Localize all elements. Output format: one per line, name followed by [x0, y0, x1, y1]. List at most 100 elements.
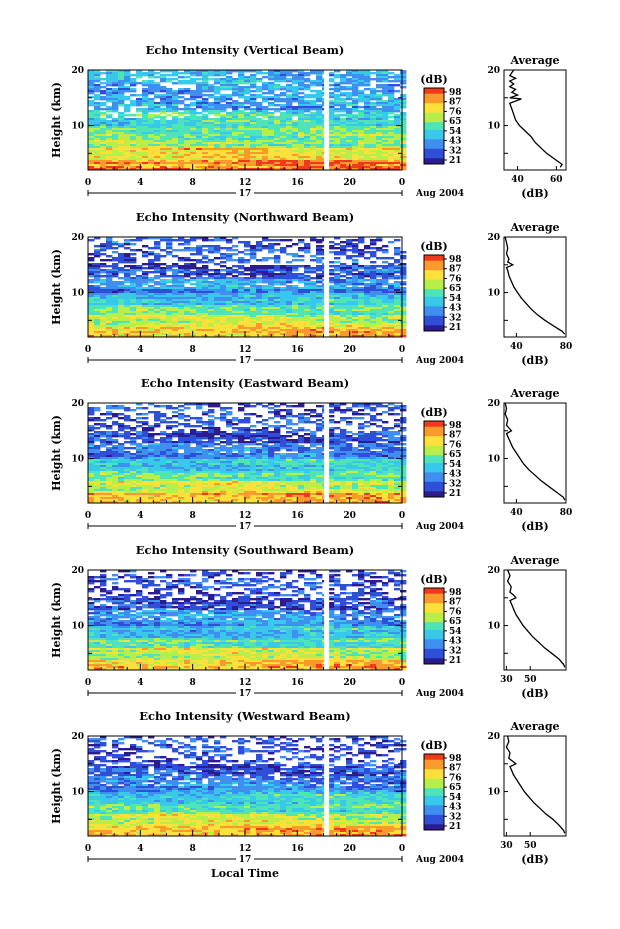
profile-x-label: (dB) [521, 354, 548, 367]
profile-frame [503, 569, 567, 671]
data-gap [324, 403, 330, 503]
profile-x-tick: 30 [500, 841, 513, 851]
colorbar-label: 54 [449, 294, 462, 304]
x-tick-label: 8 [190, 511, 196, 521]
profile-title: Average [509, 54, 559, 67]
x-tick-label: 16 [291, 678, 304, 688]
data-gap [324, 70, 330, 170]
y-axis-label: Height (km) [50, 82, 63, 158]
profile-title: Average [509, 387, 559, 400]
profile-y-tick: 10 [487, 289, 500, 299]
heatmap [88, 237, 407, 338]
panel-title: Echo Intensity (Southward Beam) [136, 543, 354, 557]
x-axis-label: Local Time [211, 867, 279, 880]
colorbar-unit: (dB) [420, 73, 447, 86]
x-tick-label: 12 [239, 678, 252, 688]
colorbar-label: 65 [449, 783, 462, 793]
profile-y-tick: 20 [487, 66, 500, 76]
average-profile: Average 20 10 40 80 (dB) [487, 221, 572, 367]
profile-frame [503, 735, 567, 837]
x-tick-label: 20 [343, 178, 356, 188]
colorbar-unit: (dB) [420, 406, 447, 419]
colorbar-label: 21 [449, 489, 462, 499]
profile-title: Average [509, 221, 559, 234]
x-tick-label: 12 [239, 511, 252, 521]
colorbar-label: 87 [449, 431, 462, 441]
day-label: 17 [239, 522, 252, 532]
colorbar-label: 98 [449, 421, 462, 431]
x-tick-label: 0 [399, 511, 405, 521]
profile-frame [503, 69, 567, 171]
average-profile: Average 20 10 40 80 (dB) [487, 387, 572, 533]
x-tick-label: 4 [137, 345, 143, 355]
profile-x-label: (dB) [521, 187, 548, 200]
panel-1: Echo Intensity (Vertical Beam) 20 10 Height… [50, 43, 567, 200]
panel-4: Echo Intensity (Southward Beam) 20 10 Heigh… [50, 543, 567, 700]
profile-title: Average [509, 554, 559, 567]
date-label: Aug 2004 [415, 356, 464, 366]
profile-line [506, 569, 566, 668]
x-tick-label: 4 [137, 678, 143, 688]
x-tick-label: 0 [399, 178, 405, 188]
colorbar [424, 88, 444, 165]
day-label: 17 [239, 689, 252, 699]
colorbar-label: 43 [449, 137, 462, 147]
y-tick-label: 20 [71, 566, 84, 576]
average-profile: Average 20 10 30 50 (dB) [487, 720, 567, 866]
average-profile: Average 20 10 40 60(dB) [487, 54, 567, 200]
x-tick-label: 0 [399, 345, 405, 355]
panel-title: Echo Intensity (Northward Beam) [136, 210, 354, 224]
colorbar-label: 54 [449, 627, 462, 637]
y-axis-label: Height (km) [50, 582, 63, 658]
colorbar-unit: (dB) [420, 739, 447, 752]
panel-5: Echo Intensity (Westward Beam) 20 10 Height… [50, 709, 567, 880]
profile-y-tick: 10 [487, 622, 500, 632]
x-tick-label: 0 [85, 678, 91, 688]
colorbar-label: 76 [449, 773, 462, 783]
heatmap [88, 403, 407, 504]
colorbar-unit: (dB) [420, 573, 447, 586]
day-label: 17 [239, 189, 252, 199]
colorbar-label: 87 [449, 764, 462, 774]
colorbar-label: 43 [449, 304, 462, 314]
panel-title: Echo Intensity (Vertical Beam) [146, 43, 345, 57]
profile-line [504, 236, 566, 335]
colorbar-label: 65 [449, 617, 462, 627]
y-tick-label: 10 [71, 455, 84, 465]
date-label: Aug 2004 [415, 189, 464, 199]
colorbar-label: 98 [449, 88, 462, 98]
y-tick-label: 10 [71, 622, 84, 632]
x-tick-label: 0 [85, 844, 91, 854]
x-tick-label: 8 [190, 345, 196, 355]
colorbar [424, 255, 444, 332]
x-tick-label: 4 [137, 511, 143, 521]
profile-line [508, 69, 563, 168]
colorbar-label: 21 [449, 156, 462, 166]
average-profile: Average 20 10 30 50 (dB) [487, 554, 567, 700]
date-label: Aug 2004 [415, 689, 464, 699]
panel-title: Echo Intensity (Westward Beam) [139, 709, 350, 723]
profile-y-tick: 20 [487, 732, 500, 742]
colorbar-label: 76 [449, 607, 462, 617]
profile-title: Average [509, 720, 559, 733]
x-tick-label: 16 [291, 345, 304, 355]
heatmap [88, 736, 407, 837]
x-tick-label: 12 [239, 178, 252, 188]
colorbar [424, 588, 444, 665]
profile-x-tick: 40 [510, 342, 523, 352]
profile-line [504, 402, 566, 501]
day-label: 17 [239, 855, 252, 865]
date-label: Aug 2004 [415, 522, 464, 532]
x-tick-label: 16 [291, 178, 304, 188]
data-gap [324, 736, 330, 836]
profile-x-label: (dB) [521, 853, 548, 866]
colorbar-label: 98 [449, 588, 462, 598]
colorbar-unit: (dB) [420, 240, 447, 253]
y-tick-label: 20 [71, 66, 84, 76]
colorbar-label: 65 [449, 284, 462, 294]
y-tick-label: 20 [71, 732, 84, 742]
colorbar-label: 43 [449, 637, 462, 647]
panel-3: Echo Intensity (Eastward Beam) 20 10 Height… [50, 376, 572, 533]
day-label: 17 [239, 356, 252, 366]
